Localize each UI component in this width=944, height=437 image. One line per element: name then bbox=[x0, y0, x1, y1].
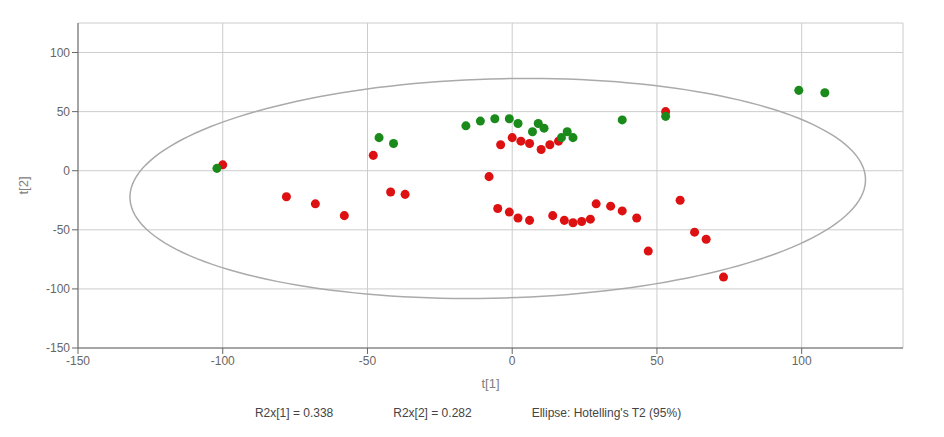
svg-text:0: 0 bbox=[63, 164, 70, 178]
svg-text:0: 0 bbox=[509, 354, 516, 368]
html-text:R2x[2] = 0.282: R2x[2] = 0.282 bbox=[393, 406, 472, 420]
svg-text:100: 100 bbox=[792, 354, 812, 368]
svg-text:-150: -150 bbox=[46, 341, 70, 355]
svg-text:-100: -100 bbox=[211, 354, 235, 368]
svg-text:50: 50 bbox=[57, 105, 71, 119]
svg-text:-50: -50 bbox=[359, 354, 377, 368]
svg-text:t[2]: t[2] bbox=[16, 176, 31, 194]
svg-text:50: 50 bbox=[650, 354, 664, 368]
svg-text:t[1]: t[1] bbox=[481, 376, 499, 391]
svg-text:-100: -100 bbox=[46, 282, 70, 296]
svg-text:-150: -150 bbox=[66, 354, 90, 368]
svg-text:100: 100 bbox=[50, 46, 70, 60]
html-text:R2x[1] = 0.338: R2x[1] = 0.338 bbox=[254, 406, 334, 420]
html-text:Ellipse: Hotelling's T2 (95%): Ellipse: Hotelling's T2 (95%) bbox=[531, 406, 682, 420]
svg-text:-50: -50 bbox=[53, 223, 71, 237]
